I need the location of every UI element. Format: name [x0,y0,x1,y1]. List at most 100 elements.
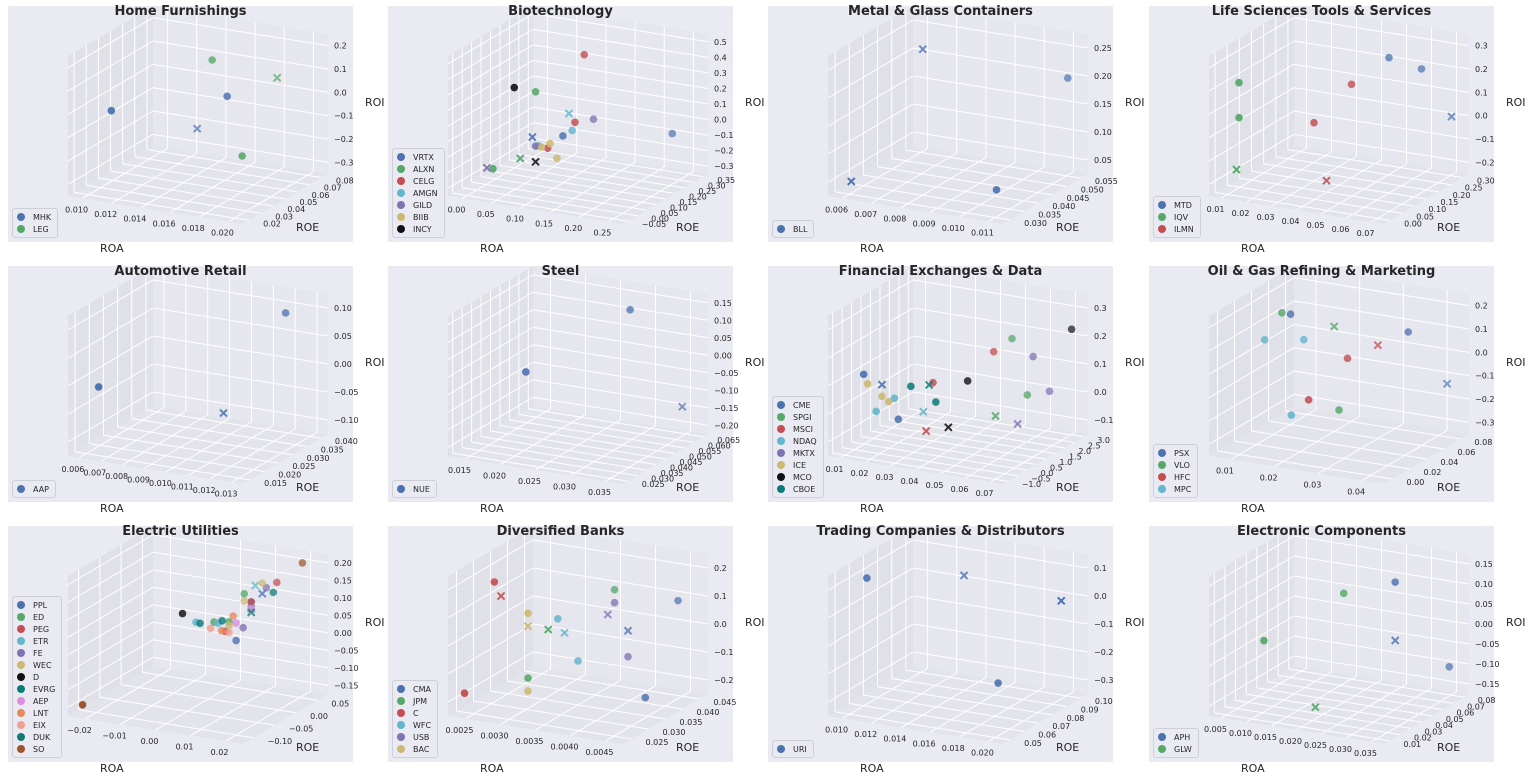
z-gridline [67,604,154,656]
z-tick-label: 0.0 [1475,348,1488,357]
x-gridline [988,691,1074,743]
y-axis-label: ROE [296,221,320,234]
x-tick-label: 0.012 [193,486,216,495]
x-tick-label: 0.008 [105,472,128,481]
chart-title: Financial Exchanges & Data [838,264,1043,279]
z-gridline [1293,17,1470,47]
x-tick-label: 0.01 [176,743,194,752]
data-point [574,657,582,665]
data-point [1023,391,1032,399]
chart-panel: 0.01 0.02 0.03 0.04 0.00 0.02 0.04 0.06 0.08 0.2 0… [1149,264,1526,515]
z-tick-label: −0.10 [334,664,359,673]
x-tick-label: 0.005 [1204,725,1227,734]
x-gridline [120,673,206,725]
legend-label: ALXN [413,164,435,174]
x-tick-label: 0.035 [588,488,611,497]
x-stroke [1442,379,1452,389]
z-gridline [1208,370,1295,422]
data-point [1335,406,1343,414]
z-gridline [67,63,154,115]
z-tick-label: 0.10 [1094,128,1112,137]
z-gridline [1208,40,1295,92]
z-gridline [1293,555,1470,585]
data-point [218,616,226,625]
x-tick-label: 0.009 [127,475,150,484]
y-tick-label: 0.015 [264,479,287,488]
legend-item: GLW [1158,743,1192,755]
data-point [238,152,246,160]
data-point [872,407,880,416]
z-tick-label: −0.10 [1475,660,1500,669]
z-tick-label: 0.05 [334,611,352,620]
x-stroke [564,109,574,118]
z-tick-label: 0.1 [1094,564,1107,573]
data-point [489,164,497,173]
data-point [1343,354,1352,363]
x-stroke [543,625,553,634]
legend: NUE [392,480,437,498]
z-gridline [532,122,709,152]
x-tick-label: 0.05 [477,210,495,219]
data-point [537,143,546,152]
z-gridline [1208,575,1295,627]
x-gridline [1371,691,1457,743]
data-point-x [918,44,927,54]
y-axis-label: ROE [676,481,700,494]
y-tick-label: −1.0 [1022,480,1041,489]
z-tick-label: −0.20 [714,421,739,430]
y-tick-label: 0.00 [1407,478,1425,487]
plot-area: 0.000.050.100.150.200.25−0.050.000.050.1… [448,6,735,238]
z-gridline [532,595,709,625]
legend-item: INCY [397,223,438,235]
legend-label: WEC [33,660,52,670]
y-gridline [524,670,700,700]
z-gridline [152,133,329,163]
y-tick-label: 0.08 [336,177,354,186]
legend-marker [17,673,25,681]
data-point [554,615,562,623]
legend-item: JPM [397,695,431,707]
y-tick-label: 0.065 [717,436,740,445]
y-tick-label: 0.030 [663,728,686,737]
z-gridline [532,623,709,653]
z-gridline [827,363,914,415]
data-point [641,693,650,702]
x-gridline [871,152,958,204]
legend-label: INCY [413,224,432,234]
z-gridline [67,391,154,443]
z-tick-label: 0.4 [714,53,727,62]
legend-item: MSCI [777,423,817,435]
x-tick-label: 0.0045 [586,748,614,757]
z-gridline [1293,133,1470,163]
legend-label: NUE [413,484,430,494]
y-gridline [528,408,704,438]
y-gridline [842,447,1018,477]
x-gridline [188,424,274,476]
data-point [206,624,215,633]
y-tick-label: 0.07 [1467,702,1485,711]
z-tick-label: 0.15 [1094,100,1112,109]
z-axis-label: ROI [745,616,765,629]
legend-item: PPL [17,599,55,611]
plot-area: 0.01 0.02 0.03 0.04 0.05 0.06 0.070.000.050.10… [1207,6,1495,238]
z-tick-label: 0.0 [1094,592,1107,601]
z-gridline [1293,277,1470,307]
x-tick-label: 0.006 [825,205,848,214]
z-tick-label: −0.3 [714,162,733,171]
legend-item: CELG [397,175,438,187]
z-gridline [827,131,914,183]
x-stroke [1373,340,1383,350]
x-gridline [900,157,987,209]
x-tick-label: 0.00 [448,205,466,214]
z-gridline [152,63,329,93]
z-gridline [1208,555,1295,607]
x-tick-label: 0.006 [61,465,84,474]
z-gridline [152,307,329,337]
z-tick-label: −0.2 [714,147,733,156]
z-axis-label: ROI [745,356,765,369]
x-gridline [842,147,928,199]
x-stroke [1390,636,1400,645]
y-tick-label: 0.02 [1424,468,1442,477]
y-tick-label: 0.04 [1441,458,1459,467]
legend-marker [777,437,785,445]
